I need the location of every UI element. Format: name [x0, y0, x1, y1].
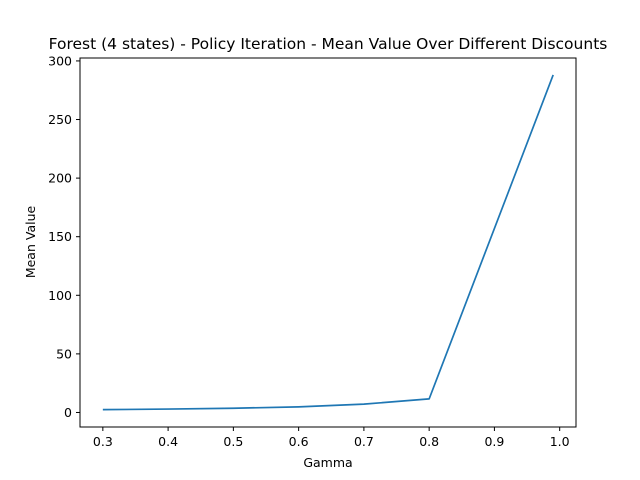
series-layer — [102, 74, 554, 411]
y-tick-label: 150 — [48, 229, 72, 244]
x-tick-label: 0.8 — [419, 434, 439, 449]
x-tick-label: 1.0 — [550, 434, 570, 449]
x-tick-label: 0.4 — [158, 434, 178, 449]
y-axis-ticks: 0 50 100 150 200 250 300 — [48, 53, 80, 420]
y-axis-label: Mean Value — [23, 206, 38, 279]
x-tick-label: 0.7 — [354, 434, 374, 449]
x-tick-label: 0.9 — [484, 434, 504, 449]
chart-title: Forest (4 states) - Policy Iteration - M… — [49, 35, 608, 53]
y-tick-label: 100 — [48, 288, 72, 303]
x-axis-ticks: 0.3 0.4 0.5 0.6 0.7 0.8 0.9 1.0 — [93, 427, 570, 449]
y-tick-label: 300 — [48, 53, 72, 68]
y-tick-label: 250 — [48, 112, 72, 127]
y-tick-label: 200 — [48, 171, 72, 186]
axes-frame — [79, 57, 577, 428]
plot-area — [79, 57, 577, 428]
y-tick-label: 50 — [56, 346, 72, 361]
series-line — [102, 74, 554, 411]
x-axis-label: Gamma — [303, 455, 352, 470]
x-tick-label: 0.3 — [93, 434, 113, 449]
x-tick-label: 0.5 — [223, 434, 243, 449]
y-tick-label: 0 — [64, 405, 72, 420]
x-tick-label: 0.6 — [289, 434, 309, 449]
